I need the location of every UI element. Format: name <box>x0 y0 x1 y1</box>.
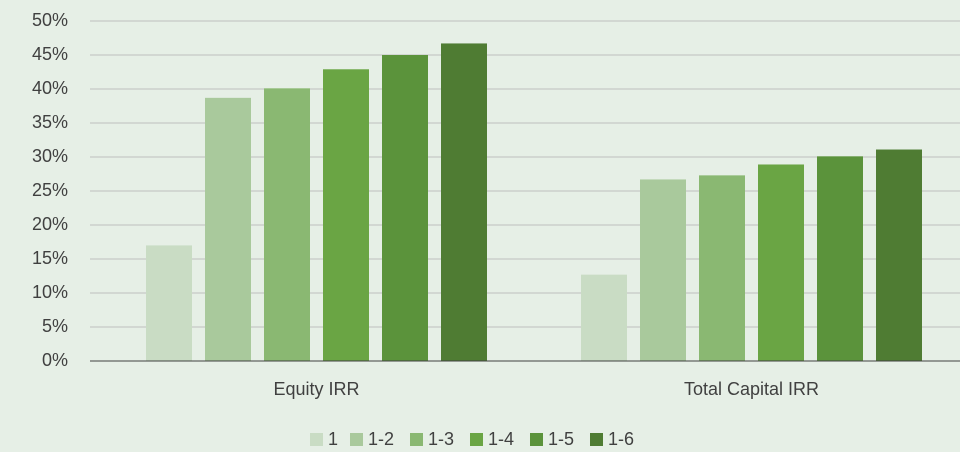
legend-label: 1 <box>328 429 338 449</box>
bar <box>758 164 804 361</box>
bar <box>581 274 627 361</box>
bar <box>699 175 745 361</box>
legend-swatch <box>410 433 423 446</box>
legend-swatch <box>590 433 603 446</box>
y-tick-label: 30% <box>32 146 68 166</box>
legend-label: 1-4 <box>488 429 514 449</box>
legend-label: 1-2 <box>368 429 394 449</box>
y-tick-label: 35% <box>32 112 68 132</box>
y-tick-label: 15% <box>32 248 68 268</box>
y-tick-label: 0% <box>42 350 68 370</box>
bar <box>323 69 369 361</box>
y-tick-label: 45% <box>32 44 68 64</box>
bar <box>441 43 487 361</box>
y-tick-label: 50% <box>32 10 68 30</box>
y-tick-label: 40% <box>32 78 68 98</box>
bar <box>264 88 310 361</box>
legend-swatch <box>470 433 483 446</box>
bar <box>640 179 686 361</box>
y-tick-label: 20% <box>32 214 68 234</box>
bar <box>876 149 922 361</box>
legend-label: 1-5 <box>548 429 574 449</box>
y-tick-label: 5% <box>42 316 68 336</box>
legend-label: 1-3 <box>428 429 454 449</box>
bar <box>205 97 251 361</box>
legend-swatch <box>310 433 323 446</box>
legend-swatch <box>350 433 363 446</box>
x-tick-label: Equity IRR <box>273 379 359 399</box>
y-tick-label: 10% <box>32 282 68 302</box>
bar <box>817 156 863 361</box>
bar <box>146 245 192 361</box>
legend-label: 1-6 <box>608 429 634 449</box>
legend-swatch <box>530 433 543 446</box>
x-tick-label: Total Capital IRR <box>684 379 819 399</box>
y-tick-label: 25% <box>32 180 68 200</box>
bar <box>382 55 428 361</box>
